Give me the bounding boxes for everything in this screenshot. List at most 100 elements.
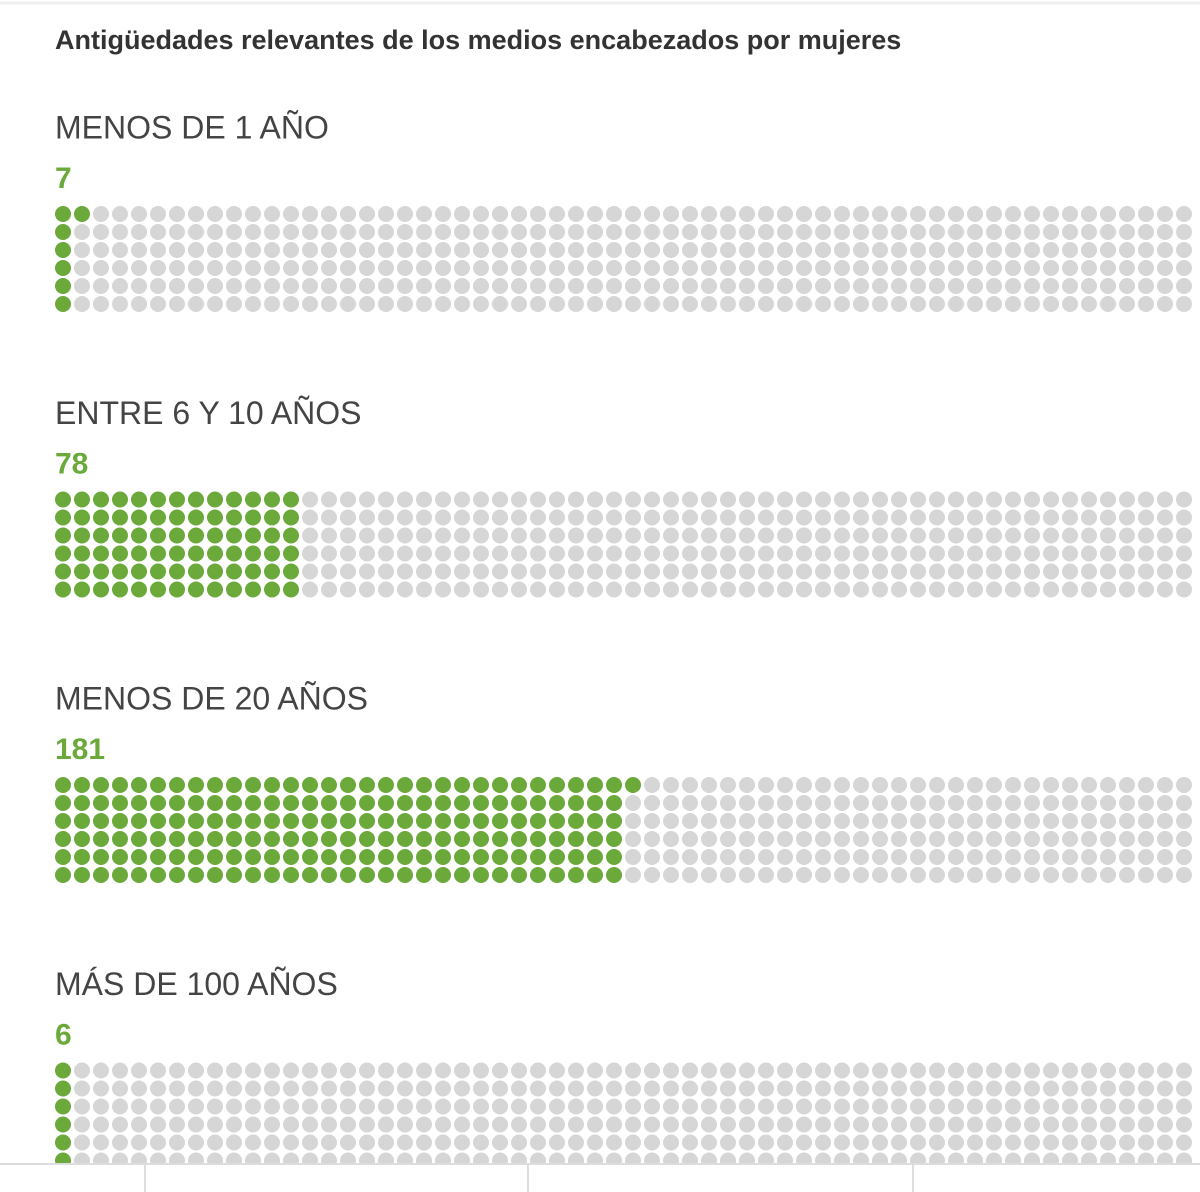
empty-dot — [739, 1080, 755, 1097]
filled-dot — [359, 795, 375, 811]
empty-dot — [283, 206, 299, 222]
empty-dot — [587, 224, 603, 240]
empty-dot — [245, 1062, 261, 1079]
empty-dot — [1062, 296, 1078, 312]
empty-dot — [1100, 849, 1116, 865]
empty-dot — [1005, 795, 1021, 811]
filled-dot — [359, 849, 375, 865]
empty-dot — [226, 278, 242, 294]
empty-dot — [131, 242, 147, 258]
empty-dot — [1005, 1116, 1021, 1133]
empty-dot — [1062, 491, 1078, 508]
empty-dot — [112, 242, 128, 258]
filled-dot — [606, 777, 622, 793]
empty-dot — [967, 1098, 983, 1115]
empty-dot — [492, 242, 508, 258]
filled-dot — [55, 849, 71, 865]
empty-dot — [777, 581, 793, 598]
filled-dot — [226, 867, 242, 883]
empty-dot — [207, 1062, 223, 1079]
empty-dot — [1138, 581, 1154, 598]
empty-dot — [416, 491, 432, 508]
empty-dot — [1062, 545, 1078, 562]
empty-dot — [777, 242, 793, 258]
empty-dot — [796, 795, 812, 811]
empty-dot — [1024, 1134, 1040, 1151]
empty-dot — [872, 1062, 888, 1079]
empty-dot — [872, 581, 888, 598]
filled-dot — [131, 813, 147, 829]
filled-dot — [55, 1116, 71, 1133]
empty-dot — [492, 581, 508, 598]
empty-dot — [1005, 813, 1021, 829]
empty-dot — [891, 545, 907, 562]
empty-dot — [131, 206, 147, 222]
filled-dot — [74, 813, 90, 829]
empty-dot — [872, 795, 888, 811]
empty-dot — [644, 581, 660, 598]
empty-dot — [701, 545, 717, 562]
empty-dot — [1176, 849, 1192, 865]
empty-dot — [530, 509, 546, 526]
empty-dot — [872, 491, 888, 508]
empty-dot — [758, 242, 774, 258]
empty-dot — [1024, 242, 1040, 258]
value-label: 78 — [55, 447, 88, 480]
empty-dot — [777, 1116, 793, 1133]
empty-dot — [1176, 509, 1192, 526]
empty-dot — [834, 509, 850, 526]
empty-dot — [1005, 509, 1021, 526]
empty-dot — [1043, 491, 1059, 508]
empty-dot — [587, 242, 603, 258]
filled-dot — [74, 509, 90, 526]
filled-dot — [150, 581, 166, 598]
empty-dot — [359, 527, 375, 544]
empty-dot — [568, 1134, 584, 1151]
empty-dot — [359, 224, 375, 240]
empty-dot — [283, 224, 299, 240]
filled-dot — [302, 831, 318, 847]
empty-dot — [1138, 1134, 1154, 1151]
empty-dot — [815, 795, 831, 811]
filled-dot — [112, 849, 128, 865]
empty-dot — [872, 777, 888, 793]
empty-dot — [606, 1062, 622, 1079]
empty-dot — [701, 527, 717, 544]
empty-dot — [1062, 813, 1078, 829]
empty-dot — [853, 849, 869, 865]
filled-dot — [264, 509, 280, 526]
empty-dot — [815, 242, 831, 258]
empty-dot — [530, 1152, 546, 1163]
empty-dot — [872, 509, 888, 526]
empty-dot — [302, 278, 318, 294]
empty-dot — [891, 831, 907, 847]
empty-dot — [1157, 1152, 1173, 1163]
empty-dot — [416, 563, 432, 580]
empty-dot — [1157, 813, 1173, 829]
empty-dot — [416, 278, 432, 294]
filled-dot — [435, 813, 451, 829]
empty-dot — [948, 491, 964, 508]
empty-dot — [986, 1116, 1002, 1133]
empty-dot — [150, 206, 166, 222]
filled-dot — [55, 563, 71, 580]
empty-dot — [340, 1134, 356, 1151]
filled-dot — [321, 795, 337, 811]
empty-dot — [739, 581, 755, 598]
filled-dot — [169, 563, 185, 580]
filled-dot — [587, 795, 603, 811]
empty-dot — [1062, 581, 1078, 598]
empty-dot — [207, 206, 223, 222]
empty-dot — [1138, 278, 1154, 294]
empty-dot — [1062, 206, 1078, 222]
empty-dot — [454, 206, 470, 222]
empty-dot — [1005, 206, 1021, 222]
empty-dot — [1138, 1152, 1154, 1163]
filled-dot — [397, 813, 413, 829]
filled-dot — [93, 867, 109, 883]
empty-dot — [1138, 867, 1154, 883]
filled-dot — [283, 509, 299, 526]
empty-dot — [473, 491, 489, 508]
empty-dot — [929, 813, 945, 829]
